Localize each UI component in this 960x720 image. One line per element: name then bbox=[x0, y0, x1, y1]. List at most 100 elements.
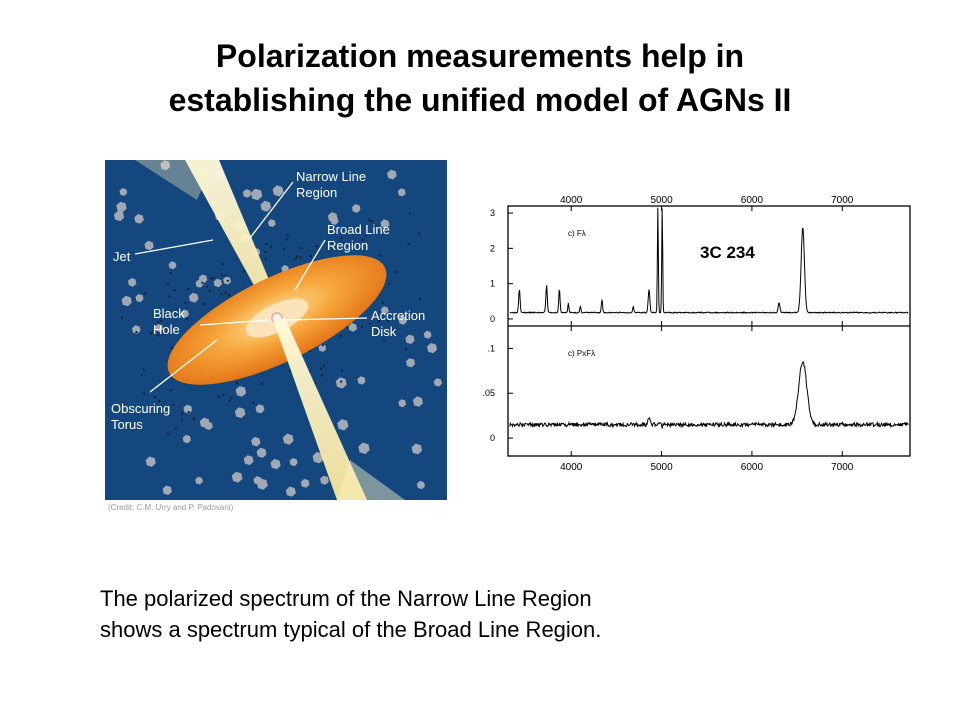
pointer-broad-line-region bbox=[294, 239, 326, 291]
gas-cloud bbox=[182, 434, 191, 444]
dust-dot bbox=[221, 274, 224, 277]
dust-dot bbox=[270, 245, 273, 248]
label-jet: Jet bbox=[113, 249, 131, 264]
x-tick-label-bottom: 7000 bbox=[831, 462, 854, 473]
dust-dot bbox=[157, 321, 160, 324]
dust-dot bbox=[299, 256, 302, 259]
gas-cloud bbox=[183, 404, 193, 414]
y-tick-label: 0 bbox=[490, 314, 495, 324]
gas-cloud bbox=[320, 475, 329, 485]
gas-cloud bbox=[121, 295, 132, 307]
gas-cloud bbox=[144, 240, 154, 251]
dust-dot bbox=[320, 367, 323, 370]
gas-cloud bbox=[113, 210, 125, 222]
gas-cloud bbox=[260, 200, 272, 212]
dust-dot bbox=[220, 292, 223, 296]
gas-cloud bbox=[231, 471, 243, 483]
dust-dot bbox=[368, 219, 371, 222]
dust-dot bbox=[394, 270, 397, 274]
pointer-black-hole bbox=[199, 319, 271, 326]
dust-dot bbox=[390, 331, 393, 334]
gas-cloud bbox=[135, 294, 144, 303]
y-tick-label: 3 bbox=[490, 208, 495, 218]
dust-dot bbox=[322, 364, 325, 368]
dust-dot bbox=[210, 277, 213, 280]
gas-cloud bbox=[127, 278, 137, 287]
dust-dot bbox=[294, 258, 297, 261]
dust-dot bbox=[381, 301, 384, 304]
dust-dot bbox=[142, 392, 146, 395]
panel-label: c) PxFλ bbox=[568, 349, 595, 358]
dust-dot bbox=[169, 389, 173, 392]
dust-dot bbox=[221, 262, 224, 265]
gas-cloud bbox=[234, 407, 246, 419]
dust-dot bbox=[418, 297, 422, 301]
gas-cloud bbox=[270, 458, 281, 470]
dust-dot bbox=[153, 396, 156, 399]
gas-cloud bbox=[416, 480, 425, 490]
title-line-2: establishing the unified model of AGNs I… bbox=[168, 82, 792, 118]
gas-cloud bbox=[426, 343, 438, 354]
dust-dot bbox=[135, 331, 138, 334]
gas-cloud bbox=[162, 485, 172, 495]
dust-dot bbox=[361, 238, 365, 241]
dust-dot bbox=[285, 238, 288, 241]
x-tick-label-top: 6000 bbox=[741, 195, 764, 206]
y-tick-label: 1 bbox=[490, 279, 495, 289]
gas-cloud bbox=[251, 436, 261, 447]
gas-cloud bbox=[351, 204, 361, 213]
gas-cloud bbox=[282, 433, 294, 445]
x-tick-label-top: 5000 bbox=[650, 195, 673, 206]
dust-dot bbox=[167, 432, 170, 436]
dust-dot bbox=[217, 395, 220, 398]
spectrum-chart: 4000 4000 5000 5000 6000 6000 7000 7000 0 1 2 3 c) F… bbox=[482, 195, 911, 473]
dust-dot bbox=[341, 369, 344, 372]
gas-cloud bbox=[145, 456, 156, 467]
dust-dot bbox=[300, 247, 303, 250]
dust-dot bbox=[192, 417, 195, 420]
dust-dot bbox=[181, 412, 184, 415]
caption-line-2: shows a spectrum typical of the Broad Li… bbox=[100, 617, 602, 642]
caption-line-1: The polarized spectrum of the Narrow Lin… bbox=[100, 586, 592, 611]
dust-dot bbox=[346, 326, 349, 329]
agn-unified-model-diagram: Narrow Line Region Broad Line Region Jet… bbox=[105, 160, 447, 500]
dust-dot bbox=[228, 399, 231, 402]
gas-cloud bbox=[300, 478, 310, 488]
gas-cloud bbox=[132, 325, 141, 334]
label-narrow-line-region-1: Narrow Line bbox=[296, 169, 366, 184]
dust-dot bbox=[235, 381, 238, 384]
gas-cloud bbox=[213, 278, 222, 288]
gas-cloud bbox=[433, 378, 442, 387]
caption: The polarized spectrum of the Narrow Lin… bbox=[100, 583, 920, 645]
gas-cloud bbox=[405, 334, 415, 344]
cloud-layer bbox=[113, 160, 442, 497]
dust-dot bbox=[409, 212, 412, 215]
gas-cloud bbox=[116, 201, 127, 213]
dust-dot bbox=[265, 242, 268, 246]
dust-dot bbox=[173, 289, 177, 292]
gas-cloud bbox=[188, 292, 199, 303]
pointer-obscuring-torus bbox=[149, 339, 218, 393]
spectrum-line-polarized-flux bbox=[509, 361, 909, 429]
dust-dot bbox=[168, 295, 171, 298]
gas-cloud bbox=[243, 455, 254, 466]
gas-cloud bbox=[168, 261, 177, 270]
dust-dot bbox=[316, 245, 319, 248]
gas-cloud bbox=[348, 323, 357, 332]
title-line-1: Polarization measurements help in bbox=[215, 38, 745, 74]
slide-title: Polarization measurements help in establ… bbox=[40, 34, 920, 122]
label-obscuring-torus-2: Torus bbox=[111, 417, 143, 432]
label-narrow-line-region-2: Region bbox=[296, 185, 337, 200]
dust-dot bbox=[283, 247, 286, 250]
x-tick-label-bottom: 4000 bbox=[560, 462, 583, 473]
dust-dot bbox=[264, 257, 268, 260]
dust-dot bbox=[360, 325, 363, 328]
dust-dot bbox=[170, 347, 173, 350]
dust-dot bbox=[201, 281, 204, 284]
dust-dot bbox=[184, 302, 187, 305]
label-accretion-disk-1: Accretion bbox=[371, 308, 425, 323]
gas-cloud bbox=[330, 216, 339, 225]
dust-dot bbox=[174, 427, 177, 430]
x-tick-label-top: 7000 bbox=[831, 195, 854, 206]
dust-dot bbox=[331, 242, 334, 245]
